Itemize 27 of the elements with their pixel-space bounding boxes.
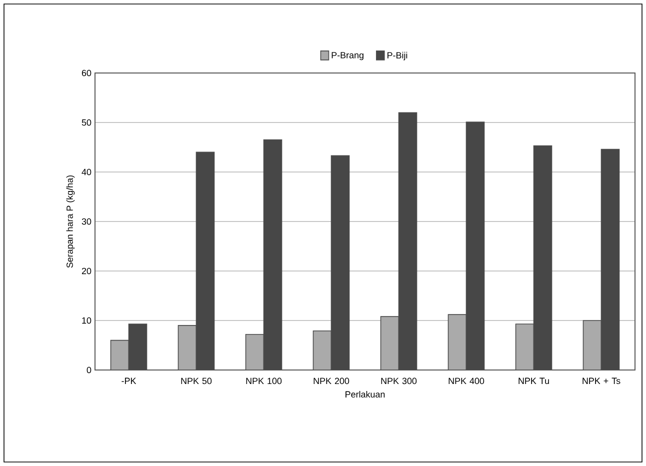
bar: [178, 325, 197, 370]
bar: [582, 320, 602, 370]
bar: [448, 314, 467, 370]
bar: [245, 334, 264, 370]
y-tick-label: 40: [82, 168, 92, 176]
bar: [380, 316, 400, 370]
x-tick-label: NPK 400: [448, 378, 484, 384]
x-tick-label: NPK Tu: [518, 378, 549, 384]
x-tick-label: -PK: [122, 378, 136, 384]
bar: [312, 330, 332, 370]
x-tick-label: NPK 100: [246, 378, 282, 384]
y-tick-label: 0: [86, 366, 92, 374]
y-axis-title: Serapan hara P (kg/ha): [66, 175, 75, 268]
legend-label: P-Brang: [332, 52, 364, 60]
y-tick-label: 30: [82, 218, 92, 225]
x-axis-title: Perlakuan: [346, 390, 385, 398]
x-tick-label: NPK + Ts: [582, 378, 620, 384]
bar: [110, 340, 130, 370]
bar: [515, 324, 534, 370]
x-tick-label: NPK 200: [314, 378, 350, 384]
x-tick-label: NPK 50: [181, 378, 212, 384]
y-tick-label: 20: [82, 268, 92, 274]
y-tick-label: 60: [82, 70, 92, 76]
y-tick-label: 10: [82, 317, 92, 324]
y-tick-label: 50: [82, 119, 92, 126]
x-tick-label: NPK 300: [381, 378, 417, 384]
legend-label: P-Biji: [388, 52, 408, 60]
